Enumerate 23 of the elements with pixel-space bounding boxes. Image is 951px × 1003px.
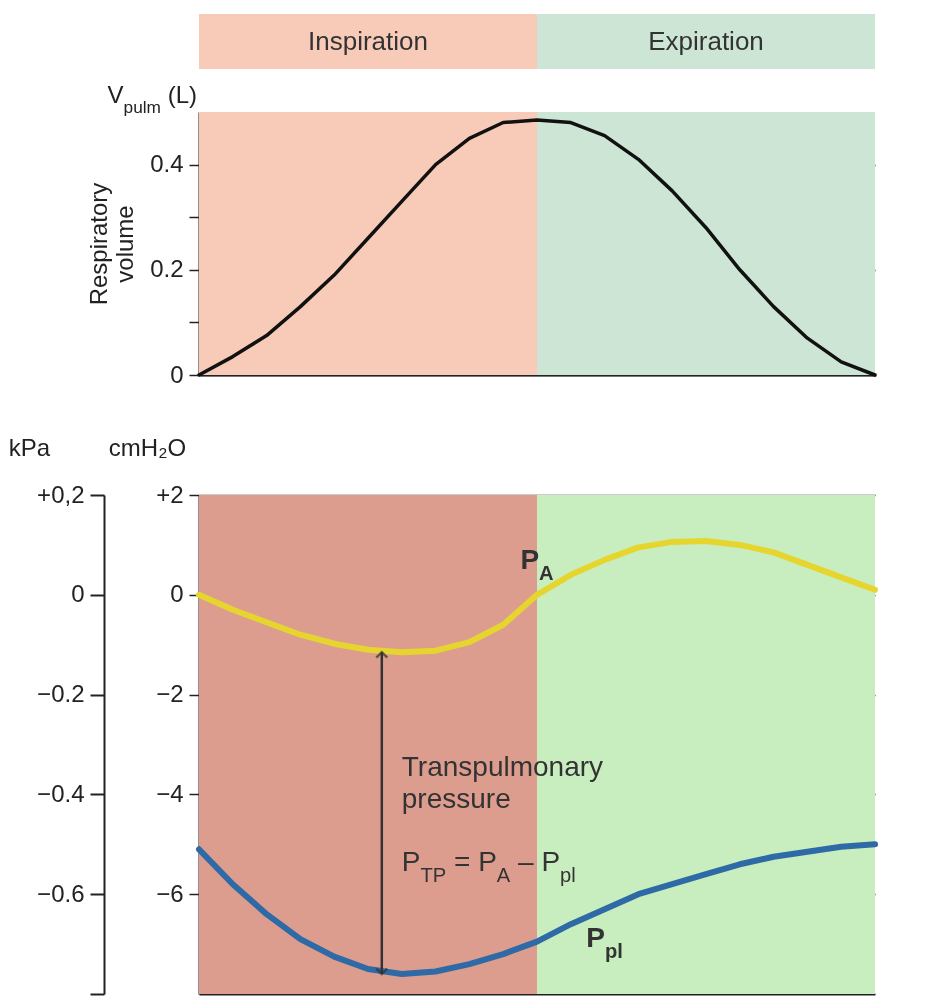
series-label: P$_{A}$: [520, 543, 555, 584]
y-tick-label: +2: [156, 480, 184, 508]
y-axis-title: Respiratory volume: [85, 182, 139, 306]
y-tick-label: 0: [170, 580, 184, 608]
text: Inspiration: [308, 26, 428, 56]
y2-tick-label: −0.4: [37, 779, 85, 807]
y2-axis-title: kPa: [8, 433, 51, 461]
text: V$_{pulm}$ (L): [107, 81, 197, 117]
series-label: P$_{pl}$: [586, 922, 623, 963]
y2-tick-label: 0: [71, 580, 85, 608]
y-tick-label: −4: [156, 779, 184, 807]
y-axis-title: cmH₂O: [108, 433, 187, 461]
y2-tick-label: +0,2: [37, 480, 85, 508]
y-tick-label: −6: [156, 879, 184, 907]
y-tick-label: 0.4: [150, 150, 184, 178]
y-tick-label: 0.2: [150, 255, 184, 283]
y2-tick-label: −0.2: [37, 680, 85, 708]
y-tick-label: −2: [156, 680, 184, 708]
annotation: Transpulmonary pressure: [401, 751, 604, 815]
y-tick-label: 0: [170, 360, 184, 388]
y2-tick-label: −0.6: [37, 879, 85, 907]
annotation: P$_{TP}$ = P$_{A}$ – P$_{pl}$: [401, 846, 576, 887]
text: Expiration: [648, 26, 764, 56]
